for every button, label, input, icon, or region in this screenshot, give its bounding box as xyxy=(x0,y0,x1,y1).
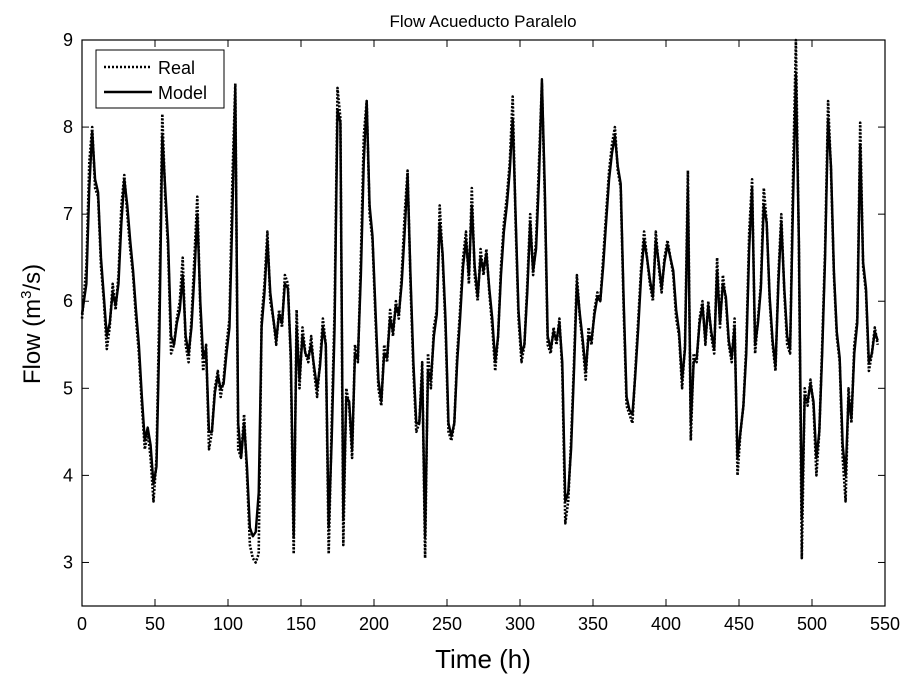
plot-frame xyxy=(81,39,886,607)
x-tick-label: 500 xyxy=(797,614,827,634)
x-tick-label: 0 xyxy=(77,614,87,634)
x-tick-label: 350 xyxy=(578,614,608,634)
x-tick-label: 150 xyxy=(286,614,316,634)
x-axis: 0 50 100 150 200 250 300 350 400 450 500 550 xyxy=(77,40,900,634)
x-tick-label: 250 xyxy=(432,614,462,634)
y-axis-label-main: Flow (m xyxy=(19,299,46,384)
series-line-model xyxy=(80,73,879,538)
y-axis-label: Flow (m3/s) xyxy=(18,264,46,384)
y-tick-label: 6 xyxy=(63,291,73,311)
series-line-real xyxy=(80,38,879,564)
plot-lines xyxy=(80,38,879,564)
y-tick-label: 8 xyxy=(63,117,73,137)
legend: Real Model xyxy=(95,49,225,109)
legend-real-label: Real xyxy=(158,58,195,78)
x-tick-label: 300 xyxy=(505,614,535,634)
x-tick-label: 450 xyxy=(724,614,754,634)
y-axis: 3 4 5 6 7 8 9 xyxy=(63,30,885,572)
x-tick-label: 50 xyxy=(145,614,165,634)
y-tick-label: 5 xyxy=(63,378,73,398)
x-tick-label: 550 xyxy=(870,614,900,634)
y-tick-label: 7 xyxy=(63,204,73,224)
y-tick-label: 9 xyxy=(63,30,73,50)
y-tick-label: 4 xyxy=(63,465,73,485)
y-axis-label-end: /s) xyxy=(19,264,46,291)
x-axis-label: Time (h) xyxy=(435,644,531,674)
y-axis-label-superscript: 3 xyxy=(18,291,35,299)
legend-box xyxy=(95,49,225,109)
x-tick-label: 400 xyxy=(651,614,681,634)
x-tick-label: 100 xyxy=(213,614,243,634)
y-tick-label: 3 xyxy=(63,552,73,572)
legend-model-label: Model xyxy=(158,83,207,103)
x-tick-label: 200 xyxy=(359,614,389,634)
chart-title: Flow Acueducto Paralelo xyxy=(389,12,576,31)
